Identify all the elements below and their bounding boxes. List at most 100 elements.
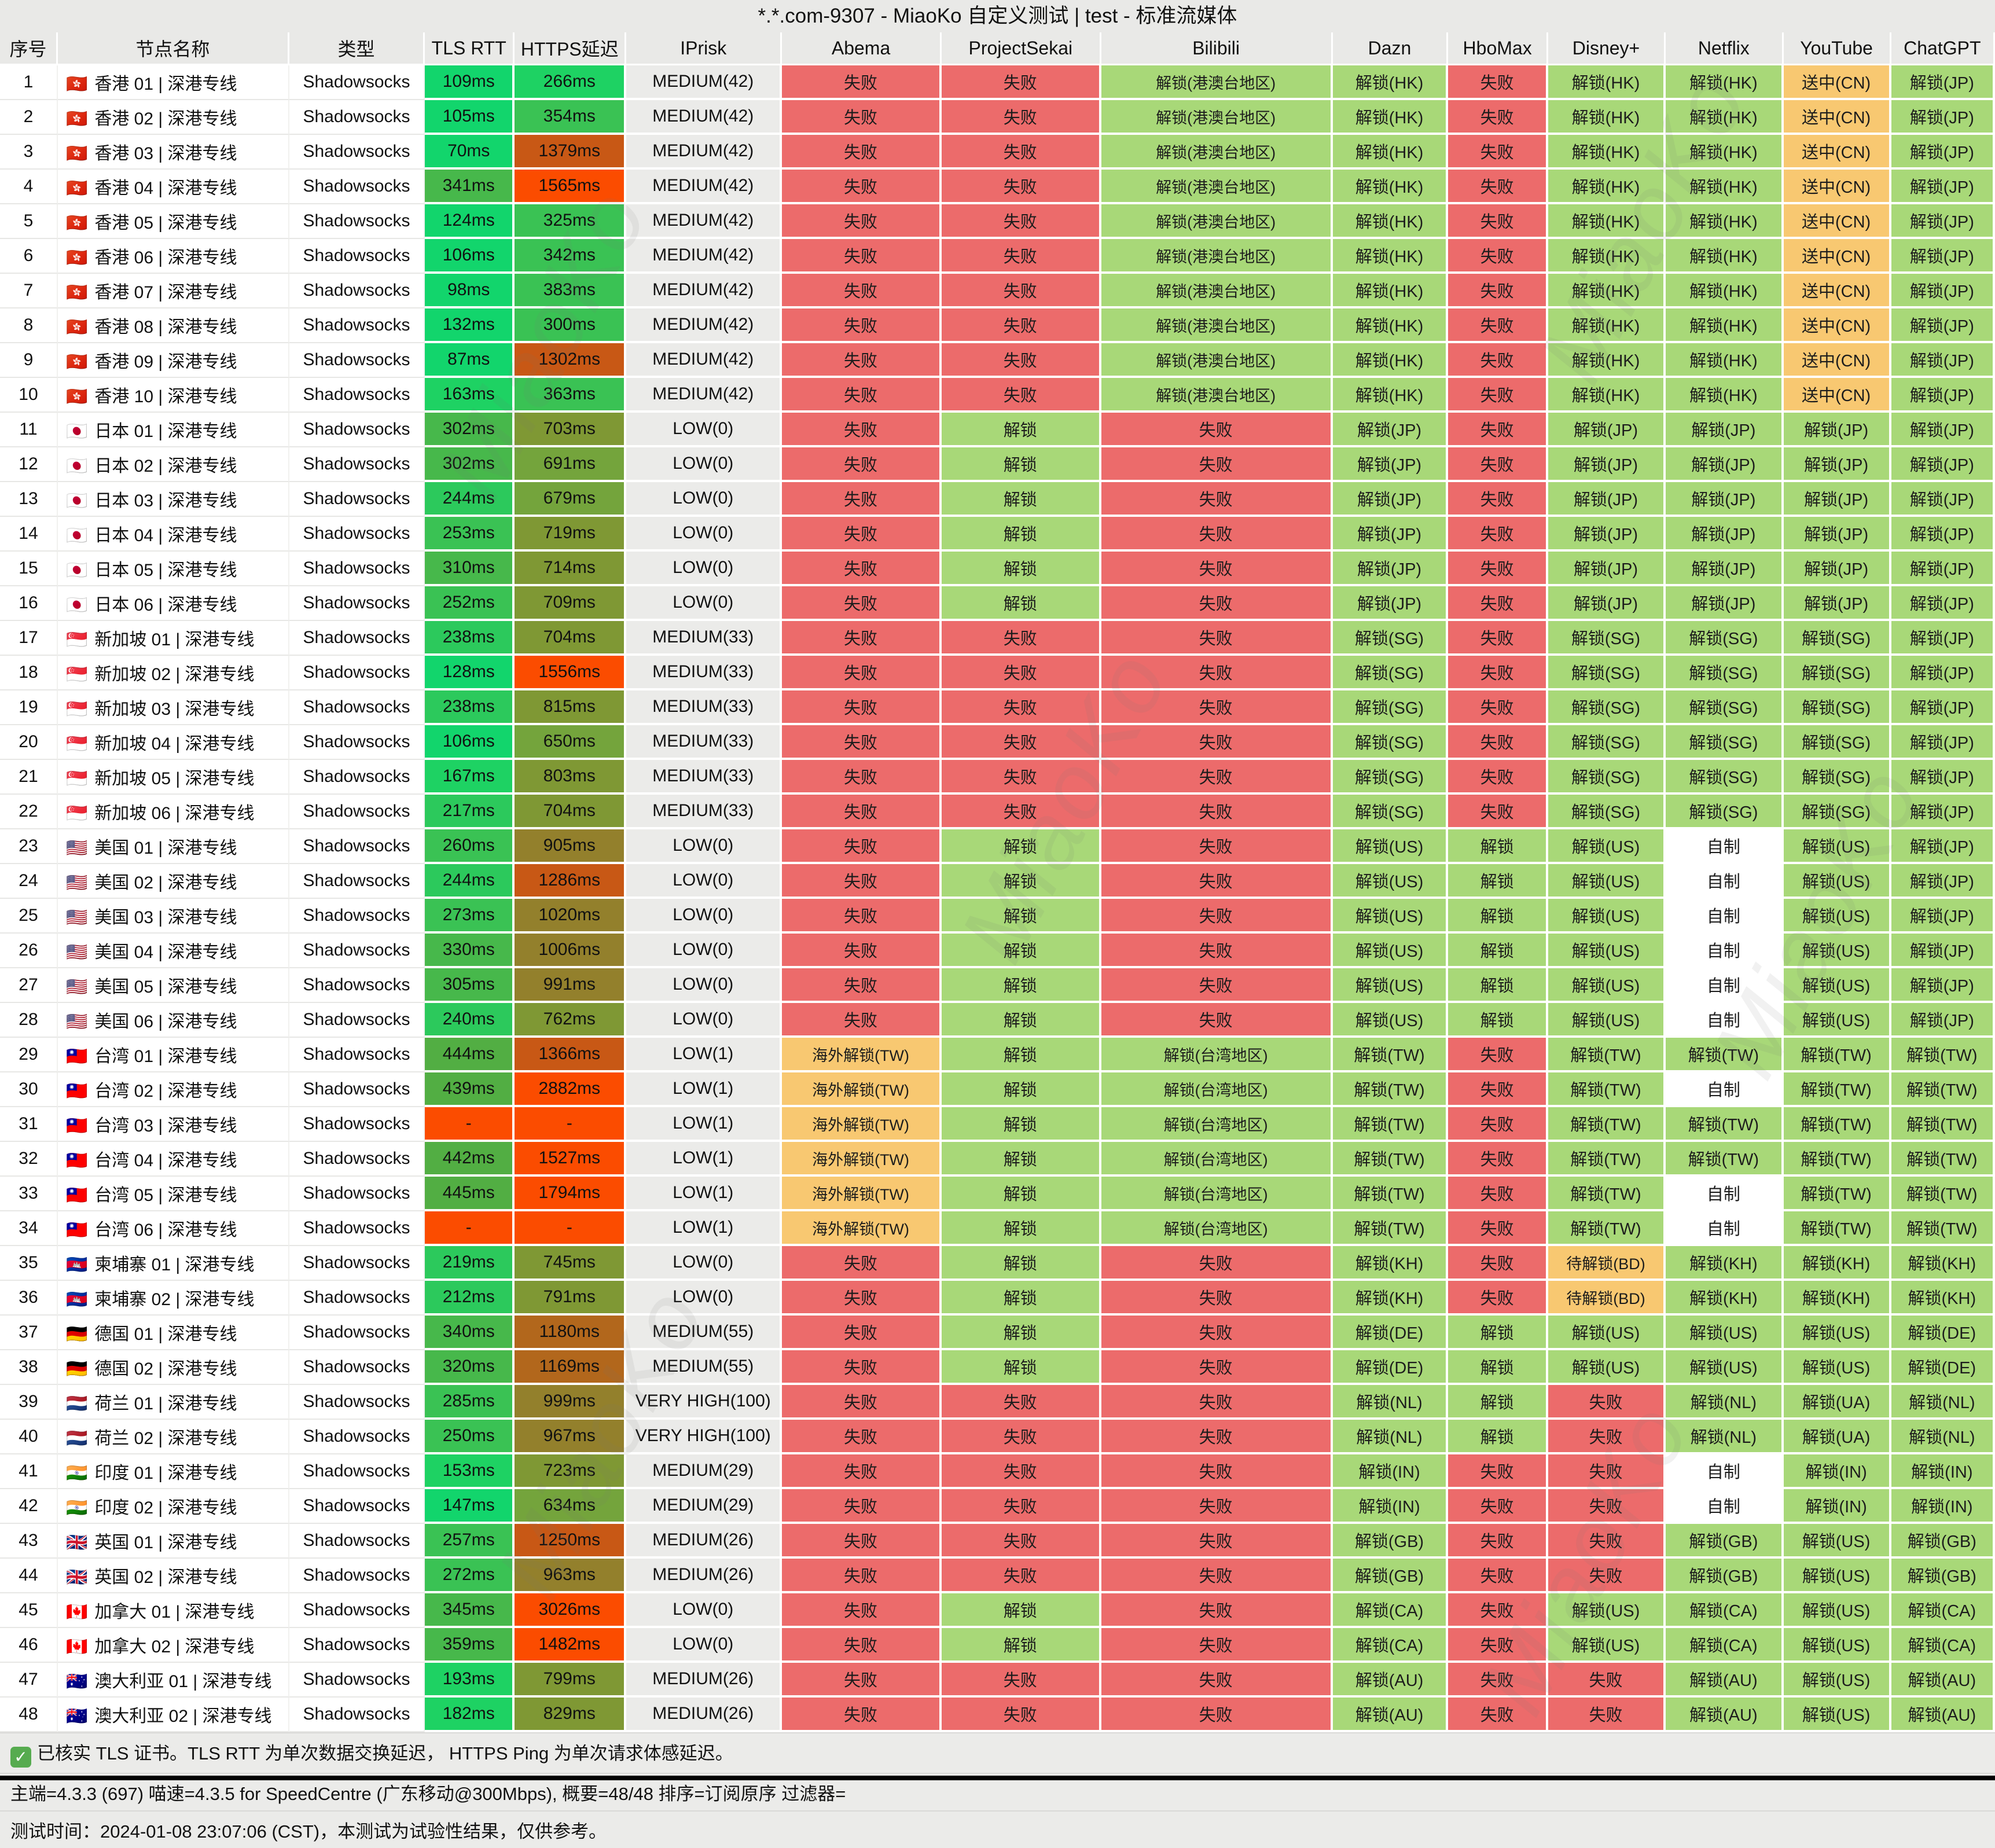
- cell-projectsekai: 解锁: [941, 1316, 1101, 1350]
- cell-https-latency: 1286ms: [515, 864, 627, 899]
- cell-https-latency: 1794ms: [515, 1177, 627, 1211]
- cell-abema: 失败: [782, 1281, 942, 1316]
- cell-chatgpt: 解锁(DE): [1891, 1316, 1995, 1350]
- country-flag-icon: 🇺🇸: [65, 943, 88, 962]
- cell-tls-rtt: 147ms: [425, 1489, 515, 1524]
- node-name-label: 加拿大 02 | 深港专线: [94, 1637, 255, 1656]
- cell-netflix: 自制: [1666, 1489, 1784, 1524]
- cell-youtube: 送中(CN): [1783, 100, 1891, 135]
- cell-https-latency: 325ms: [515, 204, 627, 239]
- header-row: 序号 节点名称 类型 TLS RTT HTTPS延迟 IPrisk Abema Project…: [0, 32, 1995, 65]
- node-row: 15 🇯🇵 日本 05 | 深港专线 Shadowsocks 310ms 714ms LOW…: [0, 552, 1995, 586]
- cell-hbomax: 失败: [1448, 517, 1548, 552]
- cell-chatgpt: 解锁(JP): [1891, 899, 1995, 934]
- cell-index: 15: [0, 552, 58, 586]
- cell-netflix: 自制: [1666, 899, 1784, 934]
- cell-dazn: 解锁(TW): [1332, 1072, 1449, 1107]
- cell-index: 31: [0, 1107, 58, 1142]
- column-header-2: 类型: [289, 32, 425, 65]
- cell-disneyplus: 解锁(US): [1548, 1628, 1666, 1663]
- cell-type: Shadowsocks: [289, 135, 425, 170]
- cell-iprisk: LOW(1): [626, 1211, 782, 1246]
- cell-hbomax: 失败: [1448, 656, 1548, 690]
- cell-bilibili: 失败: [1101, 517, 1333, 552]
- cell-tls-rtt: 442ms: [425, 1142, 515, 1177]
- column-header-7: ProjectSekai: [941, 32, 1101, 65]
- cell-bilibili: 解锁(港澳台地区): [1101, 204, 1333, 239]
- country-flag-icon: 🇹🇼: [65, 1186, 88, 1205]
- node-row: 33 🇹🇼 台湾 05 | 深港专线 Shadowsocks 445ms 1794ms LO…: [0, 1177, 1995, 1211]
- cell-hbomax: 解锁: [1448, 934, 1548, 968]
- cell-type: Shadowsocks: [289, 1003, 425, 1038]
- cell-tls-rtt: 217ms: [425, 795, 515, 829]
- cell-bilibili: 失败: [1101, 760, 1333, 795]
- cell-type: Shadowsocks: [289, 170, 425, 204]
- cell-chatgpt: 解锁(JP): [1891, 621, 1995, 656]
- node-name-label: 荷兰 02 | 深港专线: [94, 1429, 237, 1448]
- cell-type: Shadowsocks: [289, 1038, 425, 1072]
- cell-abema: 失败: [782, 170, 942, 204]
- cell-abema: 失败: [782, 308, 942, 343]
- cell-bilibili: 失败: [1101, 864, 1333, 899]
- cell-node-name: 🇭🇰 香港 07 | 深港专线: [57, 274, 289, 308]
- cell-abema: 失败: [782, 621, 942, 656]
- node-row: 23 🇺🇸 美国 01 | 深港专线 Shadowsocks 260ms 905ms LOW…: [0, 829, 1995, 864]
- cell-disneyplus: 待解锁(BD): [1548, 1246, 1666, 1281]
- cell-node-name: 🇭🇰 香港 05 | 深港专线: [57, 204, 289, 239]
- cell-disneyplus: 失败: [1548, 1698, 1666, 1732]
- cell-index: 24: [0, 864, 58, 899]
- cell-https-latency: 714ms: [515, 552, 627, 586]
- cell-index: 9: [0, 343, 58, 378]
- cell-bilibili: 失败: [1101, 447, 1333, 482]
- cell-bilibili: 失败: [1101, 656, 1333, 690]
- cell-dazn: 解锁(NL): [1332, 1420, 1449, 1454]
- node-name-label: 香港 02 | 深港专线: [94, 109, 237, 128]
- cell-type: Shadowsocks: [289, 690, 425, 725]
- cell-node-name: 🇹🇼 台湾 06 | 深港专线: [57, 1211, 289, 1246]
- cell-type: Shadowsocks: [289, 656, 425, 690]
- cell-chatgpt: 解锁(JP): [1891, 65, 1995, 100]
- cell-abema: 失败: [782, 1385, 942, 1420]
- cell-index: 29: [0, 1038, 58, 1072]
- cell-https-latency: 799ms: [515, 1663, 627, 1698]
- cell-netflix: 解锁(JP): [1666, 447, 1784, 482]
- cell-index: 2: [0, 100, 58, 135]
- cell-node-name: 🇸🇬 新加坡 03 | 深港专线: [57, 690, 289, 725]
- cell-youtube: 解锁(US): [1783, 968, 1891, 1003]
- cell-bilibili: 解锁(台湾地区): [1101, 1211, 1333, 1246]
- cell-node-name: 🇭🇰 香港 06 | 深港专线: [57, 239, 289, 274]
- cell-abema: 失败: [782, 552, 942, 586]
- cell-node-name: 🇯🇵 日本 03 | 深港专线: [57, 482, 289, 517]
- cell-chatgpt: 解锁(JP): [1891, 725, 1995, 760]
- cell-type: Shadowsocks: [289, 343, 425, 378]
- cell-netflix: 自制: [1666, 1072, 1784, 1107]
- cell-chatgpt: 解锁(GB): [1891, 1559, 1995, 1593]
- verified-check-icon: ✓: [10, 1747, 31, 1768]
- cell-chatgpt: 解锁(JP): [1891, 482, 1995, 517]
- cell-abema: 失败: [782, 795, 942, 829]
- cell-netflix: 解锁(AU): [1666, 1698, 1784, 1732]
- cell-https-latency: 999ms: [515, 1385, 627, 1420]
- node-name-label: 香港 06 | 深港专线: [94, 248, 237, 267]
- cell-dazn: 解锁(HK): [1332, 274, 1449, 308]
- cell-bilibili: 失败: [1101, 482, 1333, 517]
- cell-https-latency: 363ms: [515, 378, 627, 413]
- cell-dazn: 解锁(US): [1332, 934, 1449, 968]
- country-flag-icon: 🇸🇬: [65, 734, 88, 754]
- cell-node-name: 🇺🇸 美国 02 | 深港专线: [57, 864, 289, 899]
- cell-dazn: 解锁(AU): [1332, 1698, 1449, 1732]
- cell-iprisk: MEDIUM(33): [626, 621, 782, 656]
- cell-dazn: 解锁(KH): [1332, 1281, 1449, 1316]
- cell-node-name: 🇸🇬 新加坡 06 | 深港专线: [57, 795, 289, 829]
- cell-hbomax: 解锁: [1448, 968, 1548, 1003]
- cell-https-latency: 679ms: [515, 482, 627, 517]
- node-name-label: 新加坡 06 | 深港专线: [94, 804, 255, 823]
- node-row: 16 🇯🇵 日本 06 | 深港专线 Shadowsocks 252ms 709ms LOW…: [0, 586, 1995, 621]
- cell-type: Shadowsocks: [289, 934, 425, 968]
- country-flag-icon: 🇹🇼: [65, 1116, 88, 1136]
- cell-abema: 失败: [782, 517, 942, 552]
- cell-node-name: 🇹🇼 台湾 01 | 深港专线: [57, 1038, 289, 1072]
- country-flag-icon: 🇭🇰: [65, 109, 88, 128]
- cell-netflix: 自制: [1666, 968, 1784, 1003]
- node-row: 14 🇯🇵 日本 04 | 深港专线 Shadowsocks 253ms 719ms LOW…: [0, 517, 1995, 552]
